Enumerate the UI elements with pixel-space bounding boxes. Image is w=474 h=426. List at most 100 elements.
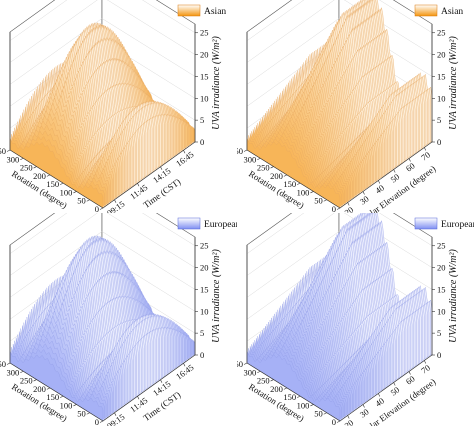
y-tick-label: 20 (343, 205, 356, 213)
x-tick-mark (336, 207, 341, 210)
x-tick-label: 350 (237, 359, 243, 369)
y-tick-label: 40 (373, 396, 386, 409)
x-tick-mark (323, 412, 327, 415)
surface-ribbon (246, 137, 341, 209)
x-tick-label: 200 (33, 384, 46, 394)
x-tick-label: 250 (20, 376, 33, 386)
z-grid-line (9, 231, 196, 298)
x-tick-mark (6, 362, 11, 365)
x-tick-label: 100 (297, 187, 310, 197)
surface-ribbon (9, 137, 104, 209)
z-tick-label: 20 (200, 50, 209, 60)
z-tick-label: 20 (437, 263, 446, 273)
z-tick-label: 5 (437, 115, 441, 125)
x-tick-label: 300 (7, 154, 20, 164)
x-tick-mark (73, 191, 77, 194)
y-tick-label: 30 (358, 194, 371, 207)
x-tick-label: 0 (332, 417, 336, 426)
z-tick-label: 25 (200, 241, 209, 251)
y-tick-mark (424, 360, 427, 364)
y-tick-mark (408, 371, 411, 375)
y-tick-mark (114, 199, 117, 203)
z-grid-line (246, 18, 433, 85)
x-tick-mark (297, 182, 301, 185)
x-tick-mark (20, 371, 24, 374)
z-grid-line (9, 18, 196, 85)
y-tick-mark (347, 415, 350, 419)
z-grid-line (246, 0, 433, 41)
y-tick-label: 30 (358, 407, 371, 420)
x-tick-label: 0 (95, 417, 99, 426)
z-axis-title: UVA irradiance (W/m²) (448, 35, 459, 129)
z-tick-label: 0 (437, 137, 441, 147)
y-tick-mark (362, 404, 365, 408)
y-tick-mark (183, 363, 186, 367)
y-tick-mark (114, 412, 117, 416)
z-tick-label: 15 (437, 71, 446, 81)
x-tick-mark (323, 199, 327, 202)
z-grid-line (9, 0, 196, 63)
z-tick-label: 20 (200, 263, 209, 273)
legend-label: Asian (204, 7, 226, 17)
y-tick-mark (393, 382, 396, 386)
y-tick-mark (160, 379, 163, 383)
y-tick-mark (160, 166, 163, 170)
z-axis-title: UVA irradiance (W/m²) (448, 248, 459, 342)
z-axis-ticks: 0 5 10 15 20 25 (195, 28, 209, 147)
surface (246, 0, 433, 209)
y-tick-mark (424, 147, 427, 151)
x-tick-mark (33, 166, 37, 169)
z-tick-label: 5 (200, 115, 204, 125)
legend-label: European (441, 220, 474, 230)
x-tick-mark (243, 149, 248, 152)
x-tick-mark (283, 174, 287, 177)
y-tick-mark (408, 158, 411, 162)
z-grid-line (246, 231, 433, 298)
x-tick-label: 200 (33, 171, 46, 181)
x-tick-mark (20, 158, 24, 161)
x-tick-label: 300 (244, 367, 257, 377)
y-tick-label: 50 (389, 172, 402, 185)
x-axis-ticks: 0 50 100150200250300350 (237, 359, 341, 426)
legend-label: Asian (441, 7, 463, 17)
x-tick-label: 250 (257, 376, 270, 386)
y-tick-mark (137, 396, 140, 400)
z-tick-label: 5 (200, 328, 204, 338)
z-tick-label: 20 (437, 50, 446, 60)
x-tick-mark (257, 158, 261, 161)
z-grid-line (9, 213, 196, 254)
legend-swatch (414, 4, 438, 17)
y-tick-label: 40 (373, 183, 386, 196)
x-tick-mark (86, 199, 90, 202)
z-tick-label: 10 (437, 306, 446, 316)
x-tick-label: 200 (270, 384, 283, 394)
legend: Asian (414, 4, 463, 17)
z-tick-label: 15 (437, 284, 446, 294)
x-tick-label: 0 (95, 204, 99, 213)
chart-panel-4: 050100150200250300350Rotation (degree)20… (237, 213, 474, 426)
y-axis-title: Time (CST) (141, 390, 182, 423)
z-axis-ticks: 0 5 10 15 20 25 (432, 28, 446, 147)
x-tick-mark (336, 420, 341, 423)
x-tick-mark (257, 371, 261, 374)
x-tick-mark (60, 395, 64, 398)
x-tick-label: 150 (283, 179, 296, 189)
chart-panel-1: 050100150200250300350Rotation (degree)09… (0, 0, 226, 213)
surface-ribbon (246, 350, 341, 422)
z-axis-ticks: 0 5 10 15 20 25 (195, 241, 209, 360)
chart-panel-3: 050100150200250300350Rotation (degree)09… (0, 213, 237, 426)
x-tick-label: 100 (297, 400, 310, 410)
z-axis-ticks: 0 5 10 15 20 25 (432, 241, 446, 360)
z-tick-label: 10 (200, 306, 209, 316)
x-tick-label: 300 (7, 367, 20, 377)
legend-swatch (177, 4, 201, 17)
x-tick-label: 50 (314, 409, 323, 419)
x-tick-mark (99, 420, 104, 423)
x-tick-label: 150 (46, 179, 59, 189)
z-grid-line (9, 0, 196, 41)
x-tick-mark (33, 379, 37, 382)
x-tick-label: 100 (60, 400, 73, 410)
z-tick-label: 10 (200, 93, 209, 103)
x-tick-mark (46, 174, 50, 177)
